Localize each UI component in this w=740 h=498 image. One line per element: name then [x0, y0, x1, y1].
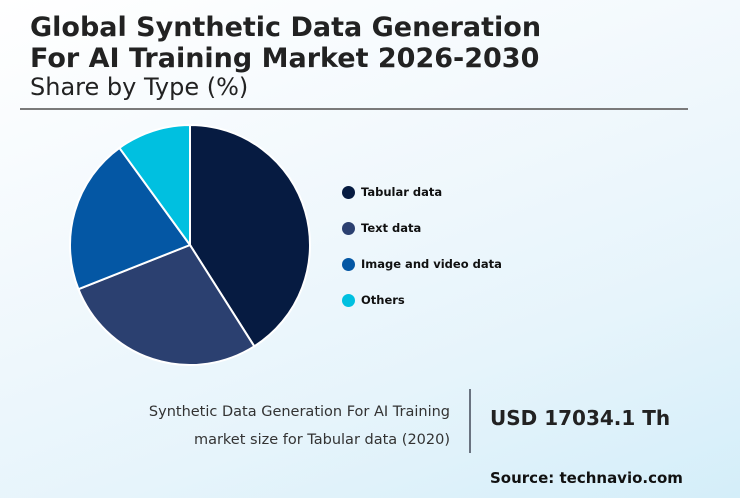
description-line-2: market size for Tabular data (2020) — [193, 432, 450, 448]
title-line-2: For AI Training Market 2026-2030 — [30, 43, 540, 74]
legend-label: Tabular data — [361, 185, 443, 199]
legend-dot-icon — [342, 185, 355, 199]
market-size-value: USD 17034.1 Th — [490, 406, 671, 430]
legend-label: Image and video data — [361, 257, 502, 271]
pie-chart — [69, 123, 311, 366]
footer-divider — [469, 389, 471, 453]
pie-slice-text-data — [77, 243, 256, 366]
source-credit: Source: technavio.com — [490, 469, 683, 487]
legend-item-image-video: Image and video data — [342, 246, 502, 282]
market-size-description: Synthetic Data Generation For AI Trainin… — [149, 398, 450, 454]
legend-dot-icon — [342, 221, 355, 235]
pie-slice-image-and-video-data — [69, 146, 192, 291]
legend-item-text: Text data — [342, 210, 502, 246]
legend-dot-icon — [342, 293, 355, 307]
chart-subtitle: Share by Type (%) — [30, 73, 249, 101]
legend-item-tabular: Tabular data — [342, 174, 502, 210]
legend: Tabular data Text data Image and video d… — [342, 174, 502, 318]
title-line-1: Global Synthetic Data Generation — [30, 12, 542, 43]
legend-label: Others — [361, 293, 405, 307]
pie-slice-others — [118, 123, 191, 249]
legend-dot-icon — [342, 257, 355, 271]
description-line-1: Synthetic Data Generation For AI Trainin… — [148, 404, 450, 420]
legend-item-others: Others — [342, 282, 502, 318]
header-divider — [20, 108, 688, 110]
legend-label: Text data — [361, 221, 422, 235]
chart-title: Global Synthetic Data Generation For AI … — [30, 12, 541, 74]
